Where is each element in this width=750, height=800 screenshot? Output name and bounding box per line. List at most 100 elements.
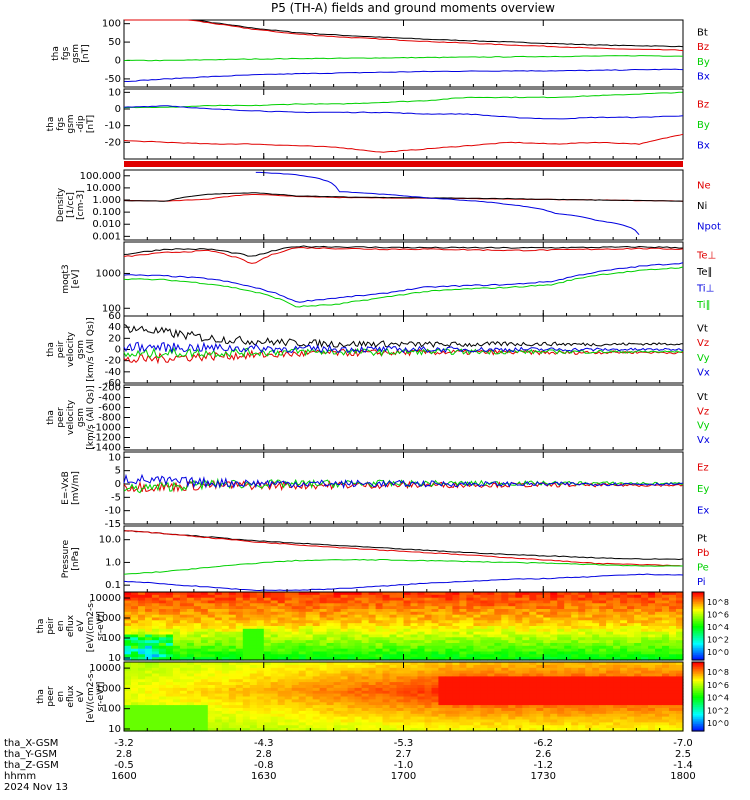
heatmap-cell xyxy=(508,606,516,610)
heatmap-cell xyxy=(333,673,342,677)
heatmap-cell xyxy=(131,685,139,689)
heatmap-cell xyxy=(284,713,293,718)
heatmap-cell xyxy=(305,657,314,661)
heatmap-cell xyxy=(522,716,530,721)
heatmap-cell xyxy=(473,705,481,709)
heatmap-cell xyxy=(361,620,370,624)
heatmap-cell xyxy=(277,710,286,715)
heatmap-cell xyxy=(501,603,509,607)
heatmap-cell xyxy=(207,710,216,715)
heatmap-cell xyxy=(445,603,453,607)
heatmap-cell xyxy=(228,719,237,723)
heatmap-cell xyxy=(403,657,412,661)
heatmap-cell xyxy=(410,705,419,709)
heatmap-cell xyxy=(564,645,572,650)
heatmap-cell xyxy=(179,623,188,627)
heatmap-cell xyxy=(410,626,419,630)
heatmap-cell xyxy=(354,693,363,698)
heatmap-cell xyxy=(207,670,216,675)
heatmap-cell xyxy=(214,620,223,624)
heatmap-cell xyxy=(186,670,195,675)
heatmap-cell xyxy=(487,679,495,683)
heatmap-cell xyxy=(354,670,363,675)
heatmap-cell xyxy=(424,667,433,672)
heatmap-cell xyxy=(445,682,453,686)
colorbar-cell xyxy=(692,646,704,649)
heatmap-cell xyxy=(480,693,488,698)
heatmap-cell xyxy=(606,648,614,653)
heatmap-cell xyxy=(326,710,335,715)
heatmap-cell xyxy=(200,670,209,675)
heatmap-cell xyxy=(452,676,460,680)
heatmap-cell xyxy=(165,673,174,677)
heatmap-cell xyxy=(494,657,502,661)
heatmap-cell xyxy=(138,722,146,726)
ytick-label-8-2: 100 xyxy=(102,633,121,644)
heatmap-cell xyxy=(158,667,167,672)
heatmap-cell xyxy=(592,651,600,655)
heatmap-cell xyxy=(186,693,195,698)
heatmap-cell xyxy=(340,611,349,616)
heatmap-cell xyxy=(459,628,467,633)
heatmap-cell xyxy=(431,640,440,644)
heatmap-cell xyxy=(270,693,279,698)
heatmap-cell xyxy=(550,651,558,655)
heatmap-cell xyxy=(319,631,328,636)
heatmap-cell xyxy=(536,657,544,661)
heatmap-cell xyxy=(627,654,635,658)
heatmap-cell xyxy=(340,657,349,661)
heatmap-cell xyxy=(557,620,565,624)
heatmap-cell xyxy=(249,664,258,669)
heatmap-cell xyxy=(424,611,433,616)
xtick-label-x-2: -5.3 xyxy=(394,738,414,749)
heatmap-cell xyxy=(340,705,349,709)
heatmap-cell xyxy=(578,667,586,672)
heatmap-cell xyxy=(249,728,258,732)
heatmap-cell xyxy=(179,670,188,675)
heatmap-cell xyxy=(312,705,321,709)
heatmap-cell xyxy=(186,594,195,599)
heatmap-cell xyxy=(131,676,139,680)
heatmap-cell xyxy=(291,628,300,633)
heatmap-cell xyxy=(466,722,474,726)
heatmap-cell xyxy=(627,670,635,675)
heatmap-cell xyxy=(256,682,265,686)
heatmap-cell xyxy=(235,597,244,602)
heatmap-cell xyxy=(396,687,405,692)
heatmap-cell xyxy=(172,682,181,686)
colorbar-cell xyxy=(692,691,704,694)
heatmap-cell xyxy=(193,670,202,675)
heatmap-cell xyxy=(312,702,321,706)
heatmap-cell xyxy=(151,657,160,661)
heatmap-cell xyxy=(564,728,572,732)
heatmap-cell xyxy=(235,643,244,647)
heatmap-cell xyxy=(165,637,174,641)
heatmap-cell xyxy=(158,713,167,718)
heatmap-cell xyxy=(417,662,426,666)
ytick-label-8-3: 10 xyxy=(108,653,121,664)
heatmap-cell xyxy=(634,710,642,715)
heatmap-cell xyxy=(249,676,258,680)
heatmap-cell xyxy=(571,716,579,721)
heatmap-cell xyxy=(508,628,516,633)
heatmap-cell xyxy=(536,687,544,692)
heatmap-cell xyxy=(340,722,349,726)
heatmap-cell xyxy=(284,662,293,666)
heatmap-cell xyxy=(389,648,398,653)
heatmap-cell xyxy=(172,664,181,669)
heatmap-cell xyxy=(221,614,230,619)
heatmap-cell xyxy=(291,645,300,650)
heatmap-cell xyxy=(270,719,279,723)
colorbar-frame-8 xyxy=(691,591,705,661)
heatmap-cell xyxy=(508,623,516,627)
heatmap-cell xyxy=(431,667,440,672)
heatmap-cell xyxy=(145,628,153,633)
heatmap-cell xyxy=(340,685,349,689)
heatmap-cell xyxy=(494,690,502,695)
heatmap-cell xyxy=(361,617,370,621)
heatmap-cell xyxy=(676,667,684,672)
heatmap-cell xyxy=(145,611,153,616)
heatmap-cell xyxy=(312,609,321,613)
heatmap-cell xyxy=(410,687,419,692)
heatmap-cell xyxy=(354,611,363,616)
